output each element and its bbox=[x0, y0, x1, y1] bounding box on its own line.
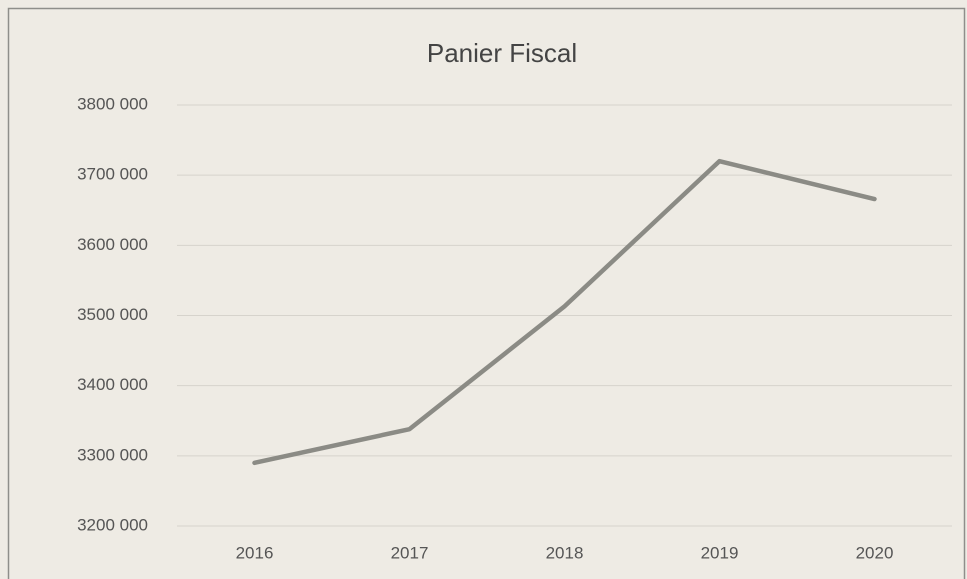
y-tick-label: 3200 000 bbox=[77, 515, 148, 534]
chart-frame bbox=[7, 7, 966, 579]
y-tick-label: 3400 000 bbox=[77, 375, 148, 394]
y-tick-label: 3600 000 bbox=[77, 235, 148, 254]
y-tick-label: 3500 000 bbox=[77, 305, 148, 324]
y-tick-label: 3800 000 bbox=[77, 94, 148, 113]
chart-title: Panier Fiscal bbox=[427, 38, 577, 68]
y-tick-label: 3300 000 bbox=[77, 445, 148, 464]
x-tick-label: 2020 bbox=[856, 543, 894, 562]
x-tick-label: 2016 bbox=[236, 543, 274, 562]
x-tick-label: 2018 bbox=[546, 543, 584, 562]
y-tick-label: 3700 000 bbox=[77, 165, 148, 184]
x-tick-label: 2019 bbox=[701, 543, 739, 562]
data-line bbox=[252, 158, 877, 466]
x-tick-label: 2017 bbox=[391, 543, 429, 562]
